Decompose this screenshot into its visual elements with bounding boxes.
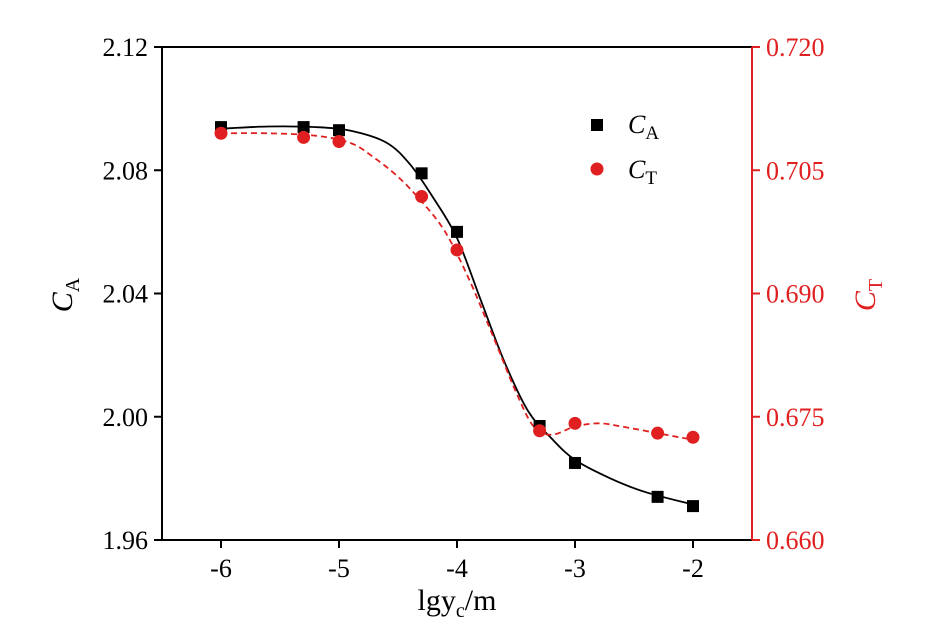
legend-marker-ca [591,119,603,131]
left-tick-label: 2.12 [103,33,149,62]
legend-label-ca: CA [628,110,659,144]
x-tick-label: -4 [446,554,468,583]
data-point-ca [651,490,664,503]
legend-marker-ct [590,162,604,176]
x-axis-ticks: -6 -5 -4 -3 -2 [210,540,704,583]
x-tick-label: -6 [210,554,232,583]
data-point-ct [686,430,700,444]
data-point-ct [533,424,547,438]
left-tick-label: 1.96 [103,526,149,555]
x-tick-label: -3 [564,554,586,583]
legend-label-ct: CT [628,155,657,189]
right-tick-label: 0.690 [766,280,825,309]
right-tick-label: 0.660 [766,526,825,555]
right-axis-title: CT [849,279,887,311]
data-point-ct [568,416,582,430]
data-point-ca [687,500,699,513]
data-point-ca [569,456,581,469]
series-curves [220,125,694,506]
data-point-ct [214,126,228,140]
right-tick-label: 0.720 [766,33,825,62]
data-point-ca [333,124,345,137]
series-markers [214,121,700,513]
data-point-ca [451,225,463,238]
right-tick-label: 0.705 [766,156,825,185]
data-point-ct [651,426,665,440]
right-axis-ticks: 0.660 0.675 0.690 0.705 0.720 [752,33,825,555]
series-curve-1 [220,132,694,441]
data-point-ct [450,243,464,257]
data-point-ct [297,130,311,144]
legend: CA CT [590,110,659,189]
right-tick-label: 0.675 [766,403,825,432]
x-tick-label: -5 [328,554,350,583]
left-axis-ticks: 1.96 2.00 2.04 2.08 2.12 [103,33,162,555]
left-tick-label: 2.08 [103,156,149,185]
data-point-ct [415,190,429,204]
data-point-ca [415,167,428,180]
left-tick-label: 2.04 [103,280,149,309]
data-point-ct [332,134,346,148]
left-tick-label: 2.00 [103,403,149,432]
left-axis-title: CA [46,277,84,312]
x-tick-label: -2 [682,554,704,583]
data-point-ca [297,121,310,134]
x-axis-title: lgyc/m [418,584,497,622]
plot-frame [161,46,753,541]
series-curve-0 [220,125,694,506]
